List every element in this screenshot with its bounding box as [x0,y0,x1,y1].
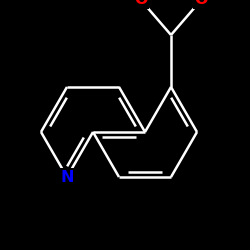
Text: N: N [60,170,74,184]
Text: O: O [194,0,208,8]
Text: O: O [134,0,147,8]
